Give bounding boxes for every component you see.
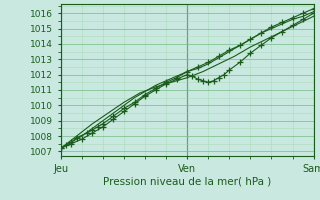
X-axis label: Pression niveau de la mer( hPa ): Pression niveau de la mer( hPa ) <box>103 176 271 186</box>
